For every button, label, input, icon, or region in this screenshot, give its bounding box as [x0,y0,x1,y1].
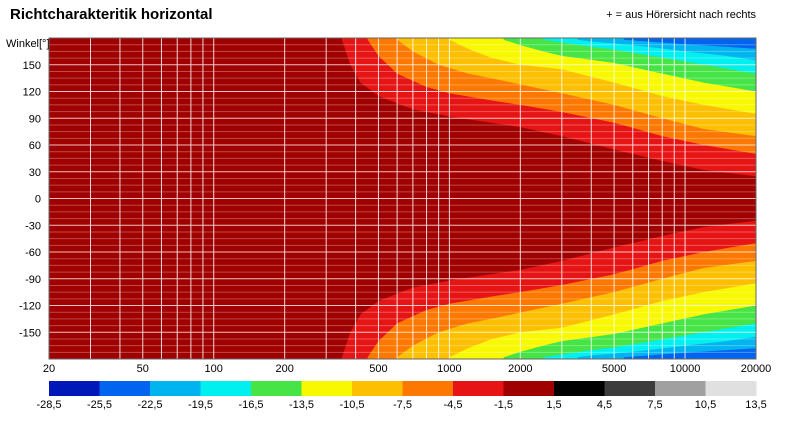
colorbar-label: -1,5 [494,399,513,411]
colorbar-swatch [251,381,302,396]
colorbar-swatch [301,381,353,396]
chart-note: + = aus Hörersicht nach rechts [606,9,756,21]
x-tick-label: 2000 [508,363,532,375]
x-tick-label: 10000 [670,363,701,375]
y-tick-label: 30 [29,167,41,179]
colorbar-label: 7,5 [647,399,662,411]
colorbar-swatch [705,381,757,396]
y-tick-label: -60 [25,247,41,259]
colorbar-label: -25,5 [87,399,112,411]
colorbar-label: 10,5 [695,399,716,411]
colorbar-label: -28,5 [36,399,61,411]
y-tick-label: 60 [29,140,41,152]
contour-region-upper [623,38,756,49]
y-tick-label: -120 [19,301,41,313]
y-tick-label: -90 [25,274,41,286]
colorbar-swatch [655,381,706,396]
colorbar-swatch [402,381,454,396]
colorbar-label: -7,5 [393,399,412,411]
y-tick-label: 120 [23,87,41,99]
colorbar-label: -16,5 [238,399,263,411]
x-tick-label: 5000 [602,363,626,375]
contour-region-lower [623,348,756,359]
x-tick-label: 20 [43,363,55,375]
colorbar-label: -4,5 [444,399,463,411]
x-tick-label: 50 [137,363,149,375]
x-tick-label: 200 [275,363,293,375]
colorbar-label: -22,5 [137,399,162,411]
y-axis-label: Winkel[°] [6,38,50,50]
plot-frame [48,37,757,360]
y-tick-label: -30 [25,220,41,232]
x-tick-label: 1000 [437,363,461,375]
colorbar-swatch [49,381,100,396]
colorbar-label: -13,5 [289,399,314,411]
y-tick-label: -150 [19,327,41,339]
colorbar-label: 13,5 [745,399,766,411]
colorbar-swatch [554,381,605,396]
colorbar-label: -19,5 [188,399,213,411]
chart-title: Richtcharakteritik horizontal [10,6,213,23]
colorbar-label: 1,5 [546,399,561,411]
grid [48,37,757,360]
x-tick-label: 500 [369,363,387,375]
colorbar-swatch [352,381,403,396]
y-tick-label: 90 [29,113,41,125]
colorbar-swatch [200,381,252,396]
colorbar-swatch [503,381,555,396]
colorbar-label: -10,5 [339,399,364,411]
x-tick-label: 20000 [741,363,772,375]
colorbar-swatch [150,381,201,396]
colorbar-label: 4,5 [597,399,612,411]
y-tick-label: 0 [35,194,41,206]
colorbar-swatch [99,381,151,396]
colorbar-swatch [453,381,504,396]
x-tick-label: 100 [205,363,223,375]
colorbar-swatch [604,381,656,396]
y-tick-label: 150 [23,60,41,72]
